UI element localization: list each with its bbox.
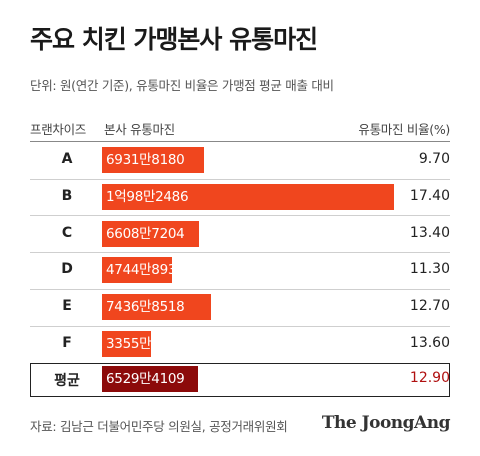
chart-subtitle: 단위: 원(연간 기준), 유통마진 비율은 가맹점 평균 매출 대비 — [30, 78, 334, 93]
bar — [102, 366, 198, 392]
row-divider — [30, 215, 450, 217]
rate-value: 17.40 — [409, 188, 450, 205]
row-divider — [30, 178, 450, 180]
chart-title: 주요 치킨 가맹본사 유통마진 — [30, 25, 318, 54]
rate-value: 12.90 — [409, 370, 450, 386]
header-margin: 본사 유통마진 — [104, 122, 175, 137]
row-divider — [30, 288, 450, 290]
average-row-box — [30, 363, 450, 397]
category-label: 평균 — [54, 373, 80, 389]
row-divider — [30, 325, 450, 327]
category-label: A — [61, 151, 73, 168]
row-divider — [30, 252, 450, 254]
rate-value: 12.70 — [409, 298, 450, 315]
bar — [102, 220, 199, 247]
header-divider — [30, 141, 450, 142]
category-label: D — [61, 261, 73, 278]
header-rate: 유통마진 비율(%) — [358, 122, 450, 137]
bar — [102, 184, 394, 211]
bar-value-label: 1억98만2486 — [106, 189, 189, 206]
bar-value-label: 6529만4109 — [106, 371, 185, 387]
bar — [102, 147, 204, 174]
rate-value: 9.70 — [418, 151, 450, 168]
bar — [102, 294, 212, 321]
rate-value: 11.30 — [409, 261, 450, 278]
bar-value-label: 3355만9333 — [106, 335, 185, 352]
category-label: E — [62, 298, 72, 315]
bar — [102, 330, 152, 357]
bar-value-label: 6931만8180 — [106, 152, 185, 169]
publisher-logo: The JoongAng — [321, 413, 451, 433]
bar-value-label: 4744만8932 — [106, 262, 185, 279]
category-label: C — [61, 224, 73, 241]
source-note: 자료: 김남근 더불어민주당 의원실, 공정거래위원회 — [30, 419, 288, 434]
header-franchise: 프랜차이즈 — [30, 122, 87, 137]
bar-value-label: 6608만7204 — [106, 225, 185, 242]
rate-value: 13.40 — [409, 224, 450, 241]
category-label: B — [61, 188, 73, 205]
category-label: F — [62, 334, 72, 351]
bar-value-label: 7436만8518 — [106, 299, 185, 316]
bar — [102, 257, 172, 284]
rate-value: 13.60 — [409, 334, 450, 351]
